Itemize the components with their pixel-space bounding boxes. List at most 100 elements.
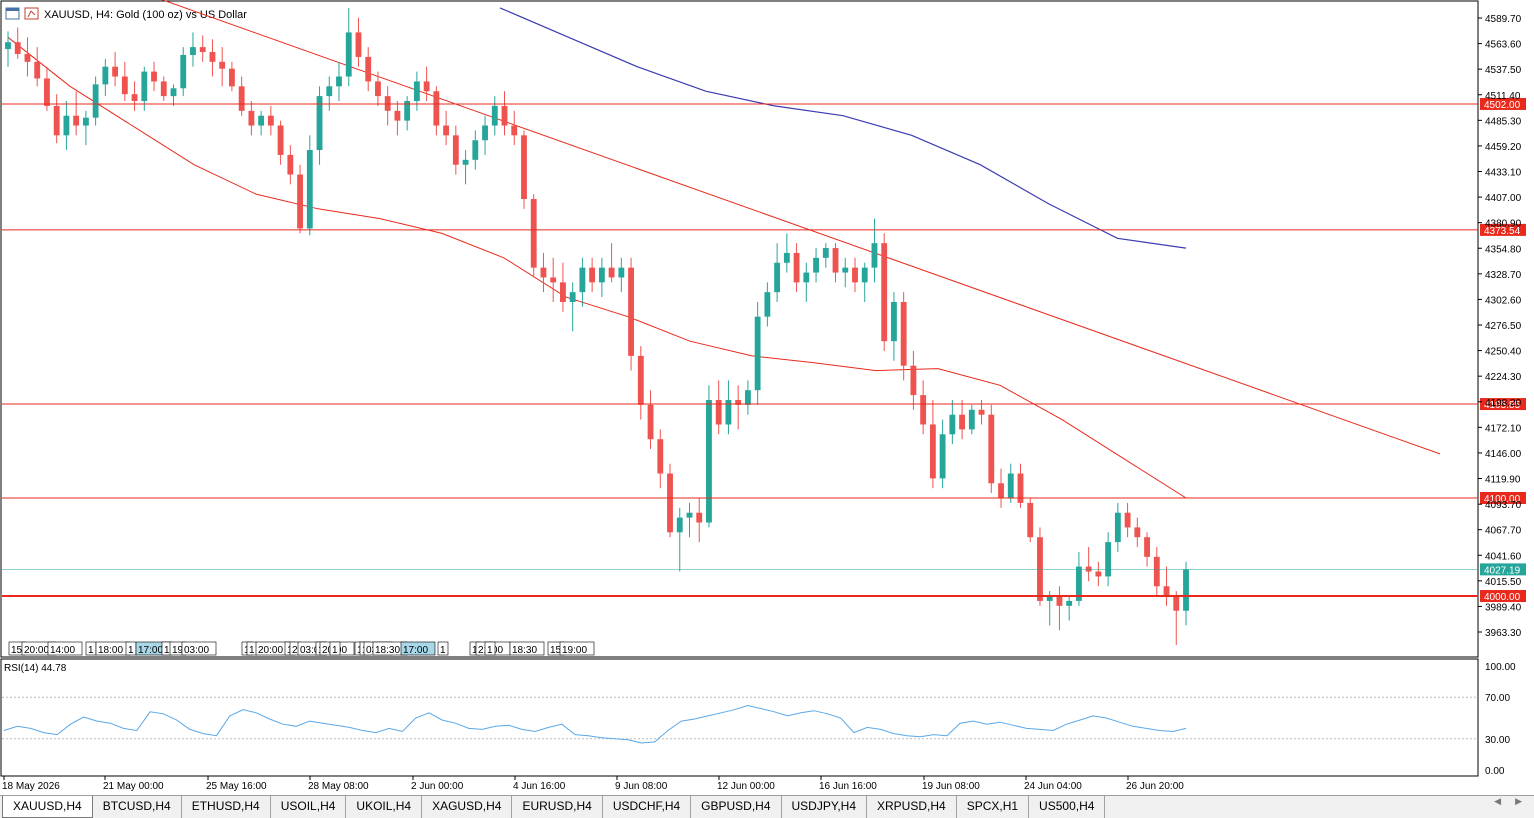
price-pane[interactable] — [0, 0, 1479, 658]
session-label: 1 — [249, 645, 255, 656]
candle-body — [1046, 596, 1053, 601]
candle-body — [102, 66, 109, 85]
level-price-label: 4000.00 — [1484, 592, 1521, 603]
candle-body — [209, 52, 216, 62]
candle-body — [657, 439, 664, 474]
chart-type-icon[interactable] — [24, 7, 39, 20]
candle-body — [1017, 473, 1024, 503]
level-price-label: 4373.54 — [1484, 226, 1521, 237]
rsi-pane[interactable] — [0, 658, 1479, 777]
candle-body — [608, 267, 615, 278]
candle-body — [287, 154, 294, 175]
candle-body — [647, 404, 654, 440]
session-label: 19:00 — [562, 645, 587, 656]
symbol-tab[interactable]: EURUSD,H4 — [512, 796, 603, 818]
price-axis-label: 4250.40 — [1485, 347, 1522, 358]
candle-body — [637, 355, 644, 405]
candle-body — [550, 277, 557, 283]
time-axis-label: 28 May 08:00 — [308, 781, 369, 792]
candle-body — [832, 248, 839, 273]
tab-scroll-right-icon[interactable]: ▶ — [1515, 797, 1522, 807]
symbol-tab[interactable]: US500,H4 — [1029, 796, 1106, 818]
session-label: 17:00 — [138, 645, 163, 656]
candle-body — [871, 243, 878, 268]
symbol-tab[interactable]: SPCX,H1 — [957, 796, 1030, 818]
level-price-badge — [1480, 492, 1526, 505]
candle-body — [375, 81, 381, 97]
candle-body — [822, 248, 829, 258]
rsi-axis-label: 100.00 — [1485, 662, 1516, 673]
session-label: 15 — [11, 645, 23, 656]
symbol-tab[interactable]: USDCHF,H4 — [603, 796, 692, 818]
price-axis-label: 3989.40 — [1485, 602, 1522, 613]
tab-scroll-left-icon[interactable]: ◀ — [1494, 797, 1502, 807]
candle-body — [715, 399, 722, 425]
candle-body — [667, 473, 673, 533]
time-axis-label: 19 Jun 08:00 — [922, 781, 980, 792]
candle-body — [365, 56, 372, 82]
current-price-badge — [1480, 563, 1526, 576]
candle-body — [764, 292, 771, 317]
symbol-tab[interactable]: ETHUSD,H4 — [182, 796, 271, 818]
price-axis-label: 4328.70 — [1485, 270, 1522, 281]
candle-body — [462, 159, 469, 165]
session-label-box — [437, 641, 449, 656]
candle-body — [813, 257, 819, 273]
candle-body — [949, 414, 956, 435]
candle-body — [73, 115, 80, 126]
candle-body — [900, 301, 907, 366]
session-label: 2 — [292, 645, 298, 656]
session-label: 18:00 — [98, 645, 123, 656]
candle-body — [1095, 571, 1102, 577]
time-axis-label: 24 Jun 04:00 — [1024, 781, 1082, 792]
session-label: 1 — [88, 645, 94, 656]
candle-body — [336, 76, 342, 87]
candle-body — [1085, 566, 1092, 572]
price-axis-label: 4589.70 — [1485, 14, 1522, 25]
candle-body — [803, 272, 810, 283]
candle-body — [1153, 556, 1160, 587]
session-label: 1 — [164, 645, 170, 656]
candle-body — [959, 414, 966, 430]
symbol-tab[interactable]: USDJPY,H4 — [782, 796, 867, 818]
price-axis-label: 4041.60 — [1485, 551, 1522, 562]
session-label: 20:00 — [258, 645, 283, 656]
candle-body — [1173, 596, 1180, 611]
session-label: 17:00 — [403, 645, 428, 656]
candle-body — [939, 434, 946, 479]
candle-body — [394, 110, 401, 121]
rsi-label: RSI(14) 44.78 — [4, 663, 67, 674]
session-label: 19 — [172, 645, 184, 656]
rsi-axis-label: 70.00 — [1485, 693, 1510, 704]
price-axis-label: 3963.30 — [1485, 628, 1522, 639]
chart-window-icon[interactable] — [5, 7, 20, 20]
symbol-tab[interactable]: XRPUSD,H4 — [867, 796, 957, 818]
symbol-tab[interactable]: BTCUSD,H4 — [93, 796, 182, 818]
candle-body — [1114, 512, 1121, 543]
rsi-axis-label: 30.00 — [1485, 735, 1510, 746]
candle-body — [92, 84, 99, 118]
session-label: 1 — [128, 645, 134, 656]
price-axis-label: 4563.60 — [1485, 40, 1522, 51]
time-axis-label: 9 Jun 08:00 — [615, 781, 668, 792]
candle-body — [560, 282, 566, 302]
price-axis-label: 4537.50 — [1485, 65, 1522, 76]
candle-body — [852, 267, 858, 283]
candle-body — [404, 101, 411, 121]
candle-body — [258, 115, 265, 126]
candle-body — [1183, 569, 1189, 611]
candle-body — [540, 267, 547, 278]
symbol-tab[interactable]: XAGUSD,H4 — [422, 796, 513, 818]
candle-body — [355, 32, 362, 57]
candle-body — [1144, 537, 1150, 557]
candle-body — [910, 365, 917, 396]
symbol-tab[interactable]: GBPUSD,H4 — [691, 796, 782, 818]
session-label: 03:0 — [300, 645, 320, 656]
symbol-tab[interactable]: UKOIL,H4 — [346, 796, 423, 818]
price-axis-label: 4433.10 — [1485, 168, 1522, 179]
rsi-line — [3, 704, 1187, 744]
price-axis-label: 4172.10 — [1485, 423, 1522, 434]
symbol-tab[interactable]: USOIL,H4 — [271, 796, 347, 818]
symbol-tab[interactable]: XAUUSD,H4 — [2, 796, 93, 818]
